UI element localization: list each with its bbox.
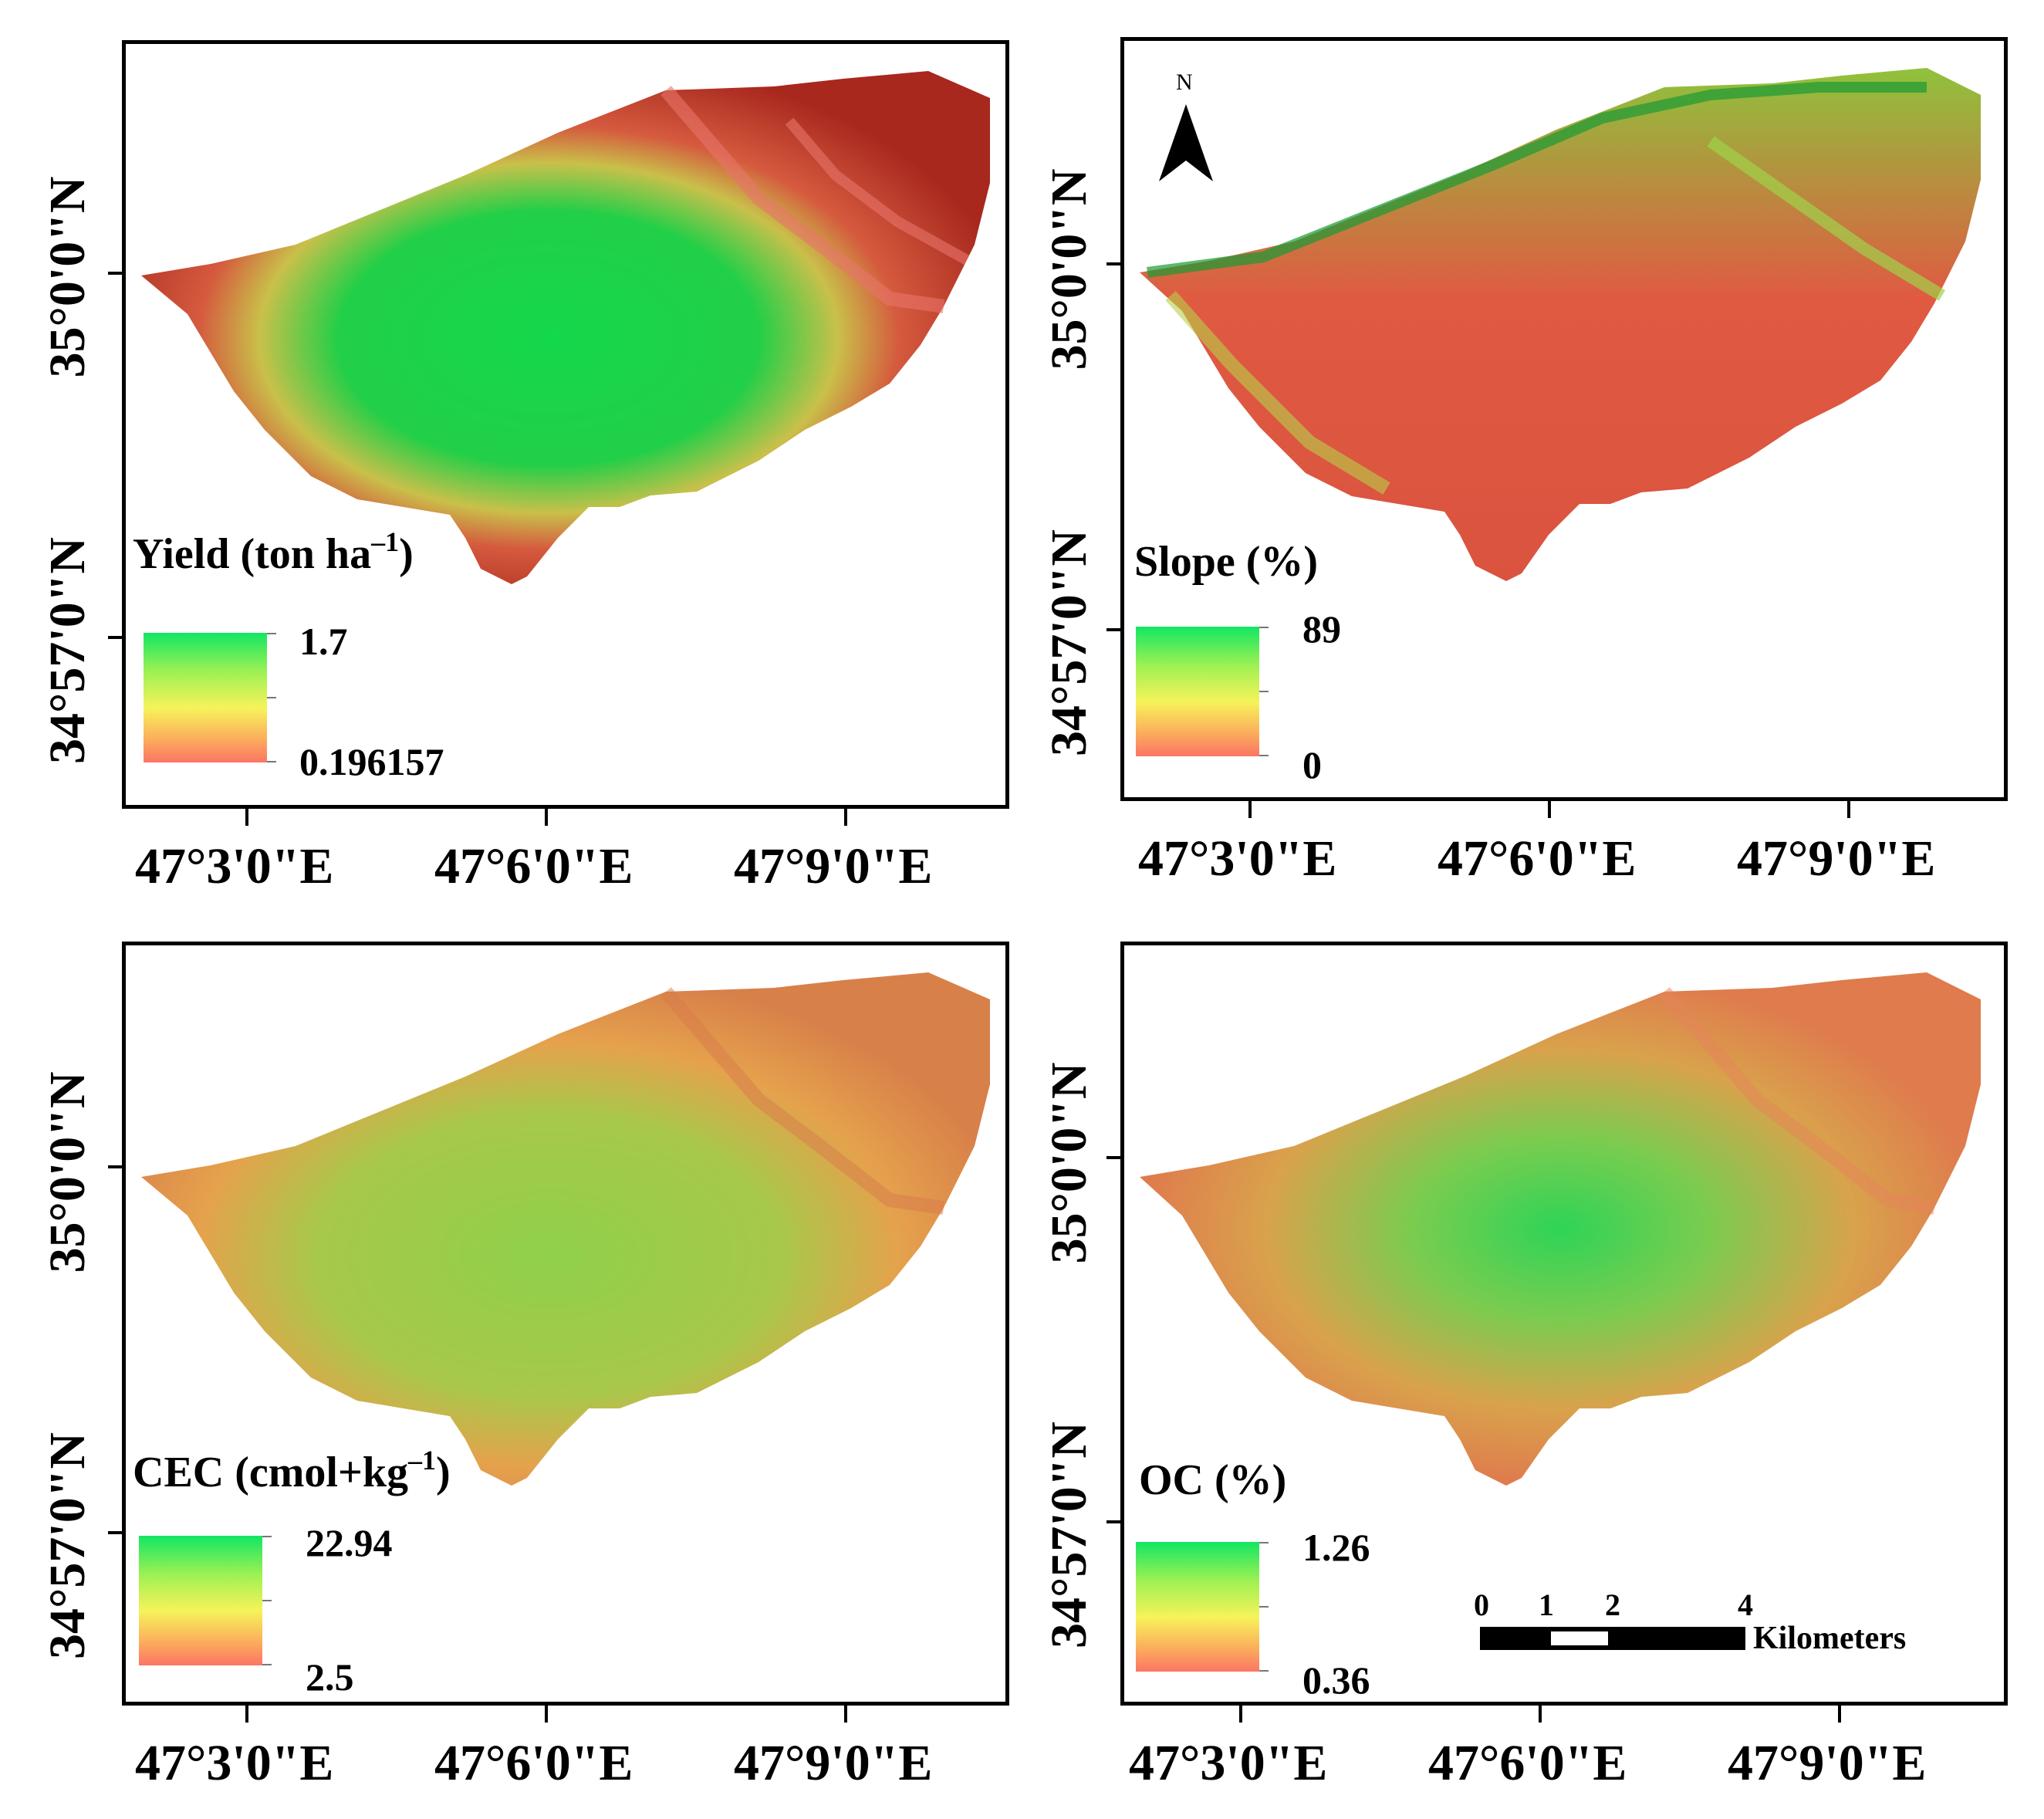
lon-label: 47°9'0"E	[1737, 830, 1936, 887]
scale-segment	[1613, 1627, 1745, 1650]
lon-label: 47°3'0"E	[135, 838, 334, 894]
map-yield	[141, 71, 990, 584]
legend-min: 0	[1302, 743, 1322, 786]
legend-min: 0.36	[1302, 1658, 1370, 1702]
lon-label: 47°6'0"E	[434, 1735, 633, 1791]
ramp-tick	[1259, 691, 1269, 692]
legend-title: OC (%)	[1139, 1456, 1287, 1504]
lon-tick	[545, 809, 548, 826]
lat-tick	[1106, 628, 1123, 631]
legend-color-ramp	[139, 1536, 262, 1665]
north-arrow-icon	[1159, 104, 1213, 181]
lon-label: 47°3'0"E	[1138, 830, 1337, 887]
panel-oc: 35°0'0"N 34°57'0"N 47°3'0"E 47°6'0"E 47°…	[1003, 911, 2044, 1819]
lat-label: 34°57'0"N	[1041, 1421, 1097, 1649]
scale-unit: Kilometers	[1753, 1621, 1907, 1656]
lat-label: 34°57'0"N	[39, 1432, 96, 1660]
lon-tick	[844, 809, 847, 826]
legend-title: CEC (cmol+kg–1)	[133, 1445, 451, 1496]
ramp-tick	[267, 633, 276, 634]
lon-label: 47°9'0"E	[734, 838, 933, 894]
scale-segment	[1480, 1627, 1546, 1650]
lat-tick	[1106, 1156, 1123, 1159]
lon-label: 47°3'0"E	[135, 1735, 334, 1791]
ramp-tick	[1259, 1606, 1269, 1608]
lon-label: 47°9'0"E	[734, 1735, 933, 1791]
lat-label: 34°57'0"N	[39, 536, 96, 765]
lon-tick	[1539, 1706, 1542, 1723]
ramp-tick	[262, 1600, 272, 1601]
legend-title: Yield (ton ha–1)	[133, 526, 414, 578]
lon-tick	[245, 1706, 248, 1723]
lat-tick	[108, 1531, 125, 1534]
ramp-tick	[262, 1664, 272, 1665]
lon-label: 47°6'0"E	[434, 838, 633, 894]
ramp-tick	[267, 761, 276, 762]
scale-tick-label: 1	[1539, 1587, 1554, 1622]
legend-max: 89	[1302, 607, 1341, 651]
legend-color-ramp	[144, 633, 267, 762]
scale-tick-label: 4	[1738, 1587, 1753, 1622]
lon-tick	[1248, 801, 1252, 818]
scale-segment	[1546, 1627, 1613, 1650]
scale-tick-label: 2	[1605, 1587, 1620, 1622]
lat-tick	[108, 272, 125, 275]
ramp-tick	[1259, 755, 1269, 756]
lon-tick	[1548, 801, 1551, 818]
lon-tick	[1239, 1706, 1242, 1723]
lat-tick	[1106, 1520, 1123, 1523]
lon-label: 47°6'0"E	[1428, 1735, 1627, 1791]
map-oc	[1140, 972, 1981, 1486]
lon-tick	[1838, 1706, 1841, 1723]
lat-tick	[108, 1165, 125, 1168]
lon-tick	[245, 809, 248, 826]
lat-label: 35°0'0"N	[1041, 1062, 1097, 1264]
legend-color-ramp	[1136, 627, 1259, 756]
north-label: N	[1176, 69, 1193, 95]
lat-label: 35°0'0"N	[1041, 168, 1097, 370]
scale-tick-label: 0	[1474, 1587, 1489, 1622]
lat-label: 35°0'0"N	[39, 1071, 96, 1273]
panel-yield: 35°0'0"N 34°57'0"N 47°3'0"E 47°6'0"E 47°…	[0, 0, 1019, 911]
lat-tick	[108, 636, 125, 639]
map-cec	[141, 972, 990, 1486]
legend-min: 2.5	[306, 1655, 354, 1699]
lat-label: 35°0'0"N	[39, 176, 96, 378]
ramp-tick	[1259, 1670, 1269, 1672]
ramp-tick	[262, 1536, 272, 1537]
ramp-tick	[267, 697, 276, 698]
ramp-tick	[1259, 1542, 1269, 1543]
panel-cec: 35°0'0"N 34°57'0"N 47°3'0"E 47°6'0"E 47°…	[0, 911, 1019, 1819]
legend-max: 22.94	[306, 1521, 393, 1564]
panel-slope: N 35°0'0"N 34°57'0"N 47°3'0"E 47°6'0"E 4…	[1003, 0, 2044, 911]
lat-tick	[1106, 262, 1123, 265]
scale-bar: 0 1 2 4 Kilometers	[1474, 1590, 1998, 1659]
lon-tick	[1847, 801, 1850, 818]
map-slope	[1140, 68, 1981, 581]
lon-label: 47°6'0"E	[1438, 830, 1637, 887]
lon-tick	[545, 1706, 548, 1723]
legend-title: Slope (%)	[1134, 538, 1318, 586]
legend-max: 1.26	[1302, 1526, 1370, 1569]
lon-label: 47°3'0"E	[1129, 1735, 1328, 1791]
legend-max: 1.7	[299, 620, 348, 663]
ramp-tick	[1259, 627, 1269, 628]
lat-label: 34°57'0"N	[1041, 529, 1097, 757]
legend-color-ramp	[1136, 1542, 1259, 1672]
legend-min: 0.196157	[299, 740, 444, 783]
lon-label: 47°9'0"E	[1728, 1735, 1927, 1791]
lon-tick	[844, 1706, 847, 1723]
